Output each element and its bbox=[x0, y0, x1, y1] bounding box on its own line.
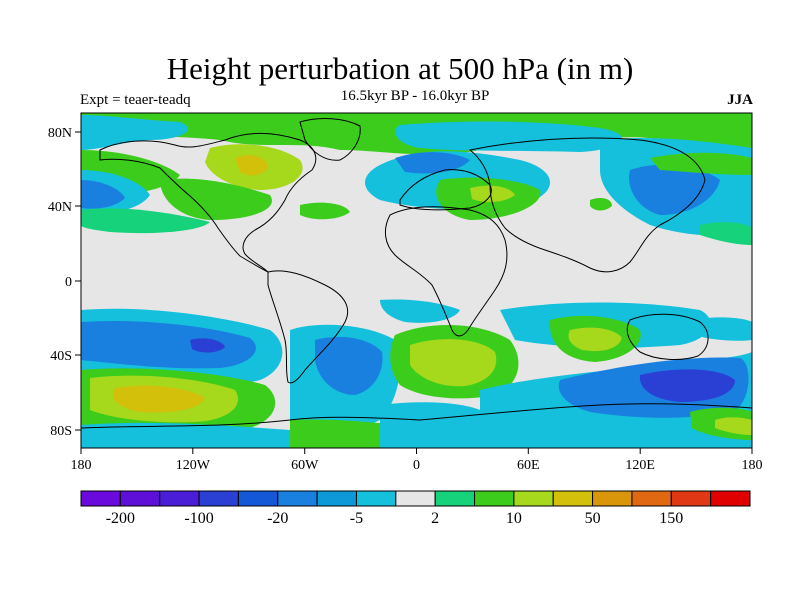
contour-region bbox=[715, 417, 752, 435]
contour-region bbox=[568, 327, 622, 352]
colorbar-swatch bbox=[119, 490, 161, 507]
coastline-asia bbox=[468, 137, 706, 273]
lat-tick-labels: 80N 40N 0 40S 80S bbox=[48, 126, 72, 439]
contour-region bbox=[639, 369, 735, 402]
colorbar bbox=[80, 490, 751, 507]
coastline-antarctica bbox=[81, 403, 752, 429]
lon-tick-label: 60E bbox=[517, 458, 540, 473]
colorbar-label: 2 bbox=[431, 510, 439, 527]
colorbar-label: -200 bbox=[106, 510, 135, 527]
colorbar-swatch bbox=[552, 490, 594, 507]
contour-region bbox=[590, 198, 612, 211]
colorbar-swatch bbox=[277, 490, 318, 507]
lon-tick-label: 180 bbox=[71, 458, 92, 473]
contour-region bbox=[81, 422, 290, 448]
colorbar-swatch bbox=[198, 490, 239, 507]
lat-tick-label: 80S bbox=[50, 424, 72, 439]
contour-region bbox=[690, 317, 752, 341]
contour-region bbox=[410, 339, 497, 387]
colorbar-swatch bbox=[710, 490, 751, 507]
colorbar-swatch bbox=[159, 490, 200, 507]
contour-region bbox=[315, 336, 383, 395]
contour-region bbox=[470, 185, 515, 203]
contour-region bbox=[395, 121, 622, 152]
coastline-africa bbox=[384, 206, 508, 337]
subtitle: 16.5kyr BP - 16.0kyr BP bbox=[340, 88, 490, 104]
contour-region bbox=[395, 152, 470, 174]
contour-region bbox=[380, 299, 460, 323]
colorbar-swatch bbox=[513, 490, 554, 507]
contour-region bbox=[81, 180, 125, 209]
lon-tick-label: 60W bbox=[291, 458, 319, 473]
lat-tick-label: 40N bbox=[48, 200, 72, 215]
coastline-greenland bbox=[299, 118, 361, 161]
lat-tick-label: 40S bbox=[50, 349, 72, 364]
contour-region bbox=[300, 202, 350, 220]
colorbar-swatch bbox=[592, 490, 633, 507]
colorbar-swatch bbox=[631, 490, 672, 507]
contour-region bbox=[190, 338, 225, 353]
coastline-australia bbox=[626, 313, 709, 360]
lat-tick-label: 0 bbox=[65, 275, 72, 290]
colorbar-label: -5 bbox=[350, 510, 363, 527]
lat-tick-label: 80N bbox=[48, 126, 72, 141]
lon-tick-label: 120W bbox=[176, 458, 211, 473]
contour-region bbox=[629, 164, 720, 215]
contour-region bbox=[81, 320, 256, 369]
lon-tick-label: 0 bbox=[413, 458, 420, 473]
colorbar-label: -20 bbox=[267, 510, 288, 527]
colorbar-label: 50 bbox=[585, 510, 601, 527]
contour-region bbox=[112, 385, 205, 413]
contour-region bbox=[380, 402, 480, 448]
contour-region bbox=[81, 208, 210, 234]
lat-tick-marks bbox=[75, 131, 81, 431]
colorbar-swatch bbox=[237, 490, 279, 507]
colorbar-swatch bbox=[316, 490, 357, 507]
colorbar-swatch bbox=[395, 490, 436, 507]
lon-tick-labels: 180 120W 60W 0 60E 120E 180 bbox=[71, 458, 763, 473]
contour-region bbox=[700, 222, 752, 245]
colorbar-swatch bbox=[434, 490, 476, 507]
colorbar-label: -100 bbox=[184, 510, 213, 527]
contour-region bbox=[235, 155, 268, 176]
colorbar-swatch bbox=[355, 490, 397, 507]
colorbar-swatch bbox=[670, 490, 712, 507]
map-title: Height perturbation at 500 hPa (in m) bbox=[166, 51, 634, 86]
lon-tick-marks bbox=[80, 448, 753, 454]
lon-tick-label: 180 bbox=[742, 458, 763, 473]
contour-region bbox=[650, 152, 752, 175]
contour-region bbox=[81, 115, 189, 150]
experiment-label: Expt = teaer-teadq bbox=[80, 92, 191, 108]
coastline-north-america bbox=[99, 132, 317, 273]
coastline-south-america bbox=[267, 270, 349, 384]
colorbar-label: 150 bbox=[659, 510, 683, 527]
colorbar-swatch bbox=[80, 490, 121, 507]
coastlines bbox=[81, 118, 752, 429]
colorbar-labels: -200 -100 -20 -5 2 10 50 150 bbox=[106, 510, 684, 527]
colorbar-swatch bbox=[474, 490, 515, 507]
contour-field bbox=[81, 113, 752, 448]
season-label: JJA bbox=[727, 92, 753, 108]
colorbar-label: 10 bbox=[506, 510, 522, 527]
lon-tick-label: 120E bbox=[625, 458, 655, 473]
contour-region bbox=[160, 178, 272, 220]
